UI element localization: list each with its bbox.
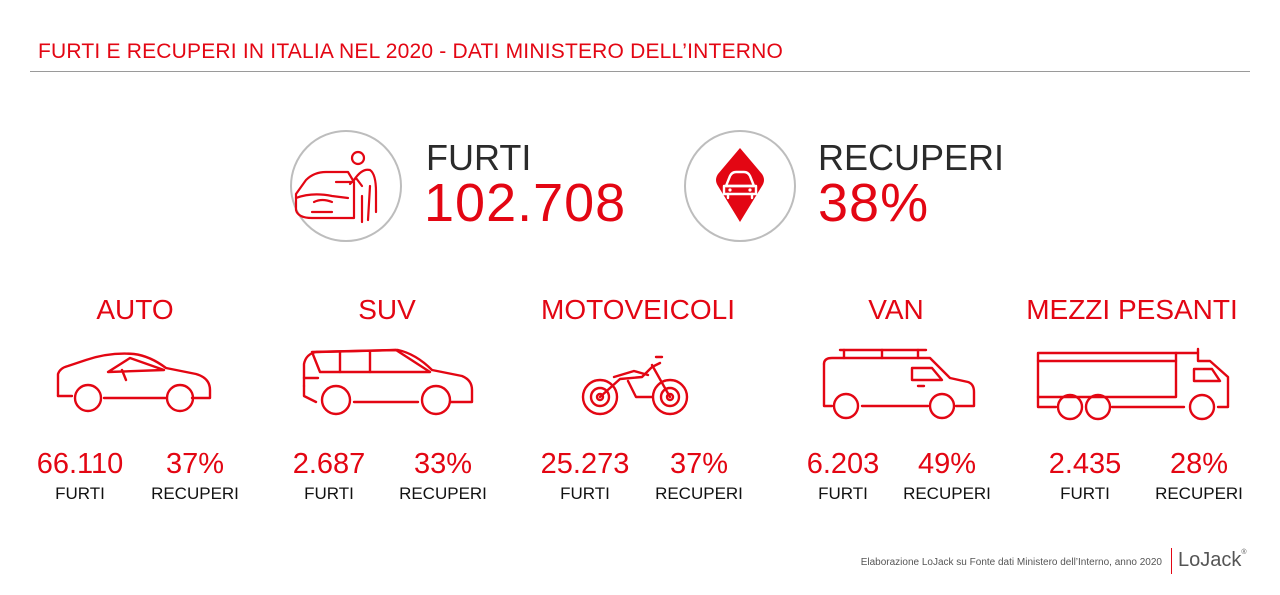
van-furti-value: 6.203: [806, 448, 880, 480]
suv-furti-label: FURTI: [304, 484, 354, 503]
van-recuperi-value: 49%: [917, 448, 977, 480]
auto-recuperi-label: RECUPERI: [151, 484, 239, 503]
suv-recuperi-value: 33%: [413, 448, 473, 480]
logo-trademark: ®: [1241, 549, 1247, 556]
footer-divider: [1171, 548, 1172, 574]
category-title-motoveicoli: MOTOVEICOLI: [541, 294, 735, 325]
car-thief-icon: [294, 150, 378, 224]
truck-icon: [1036, 347, 1230, 421]
motorcycle-icon: [581, 355, 689, 416]
suv-icon: [302, 348, 474, 416]
motoveicoli-recuperi-label: RECUPERI: [655, 484, 743, 503]
recuperi-hero-circle: [684, 130, 796, 242]
page-title: FURTI E RECUPERI IN ITALIA NEL 2020 - DA…: [38, 40, 784, 63]
car-icon: [56, 352, 212, 413]
category-title-suv: SUV: [358, 294, 416, 325]
auto-furti-label: FURTI: [55, 484, 105, 503]
recuperi-hero-value: 38%: [818, 173, 930, 233]
van-furti-label: FURTI: [818, 484, 868, 503]
mezzi-pesanti-recuperi-value: 28%: [1169, 448, 1229, 480]
furti-hero-circle: [290, 130, 402, 242]
logo-text: LoJack: [1178, 549, 1242, 571]
mezzi-pesanti-furti-value: 2.435: [1048, 448, 1122, 480]
motoveicoli-furti-label: FURTI: [560, 484, 610, 503]
auto-furti-value: 66.110: [36, 448, 124, 480]
mezzi-pesanti-recuperi-label: RECUPERI: [1155, 484, 1243, 503]
van-recuperi-label: RECUPERI: [903, 484, 991, 503]
furti-hero-value: 102.708: [424, 173, 627, 233]
motoveicoli-recuperi-value: 37%: [669, 448, 729, 480]
motoveicoli-furti-value: 25.273: [540, 448, 630, 480]
header-divider: [30, 71, 1250, 72]
source-note: Elaborazione LoJack su Fonte dati Minist…: [860, 557, 1162, 568]
car-location-pin-icon: [716, 148, 764, 222]
furti-hero-label: FURTI: [426, 137, 532, 178]
lojack-logo: LoJack®: [1178, 549, 1247, 572]
suv-recuperi-label: RECUPERI: [399, 484, 487, 503]
auto-recuperi-value: 37%: [165, 448, 225, 480]
van-icon: [822, 348, 976, 420]
category-title-van: VAN: [868, 294, 924, 325]
recuperi-hero-label: RECUPERI: [818, 137, 1005, 178]
mezzi-pesanti-furti-label: FURTI: [1060, 484, 1110, 503]
category-title-auto: AUTO: [96, 294, 174, 325]
suv-furti-value: 2.687: [292, 448, 366, 480]
category-title-mezzi-pesanti: MEZZI PESANTI: [1026, 294, 1238, 325]
